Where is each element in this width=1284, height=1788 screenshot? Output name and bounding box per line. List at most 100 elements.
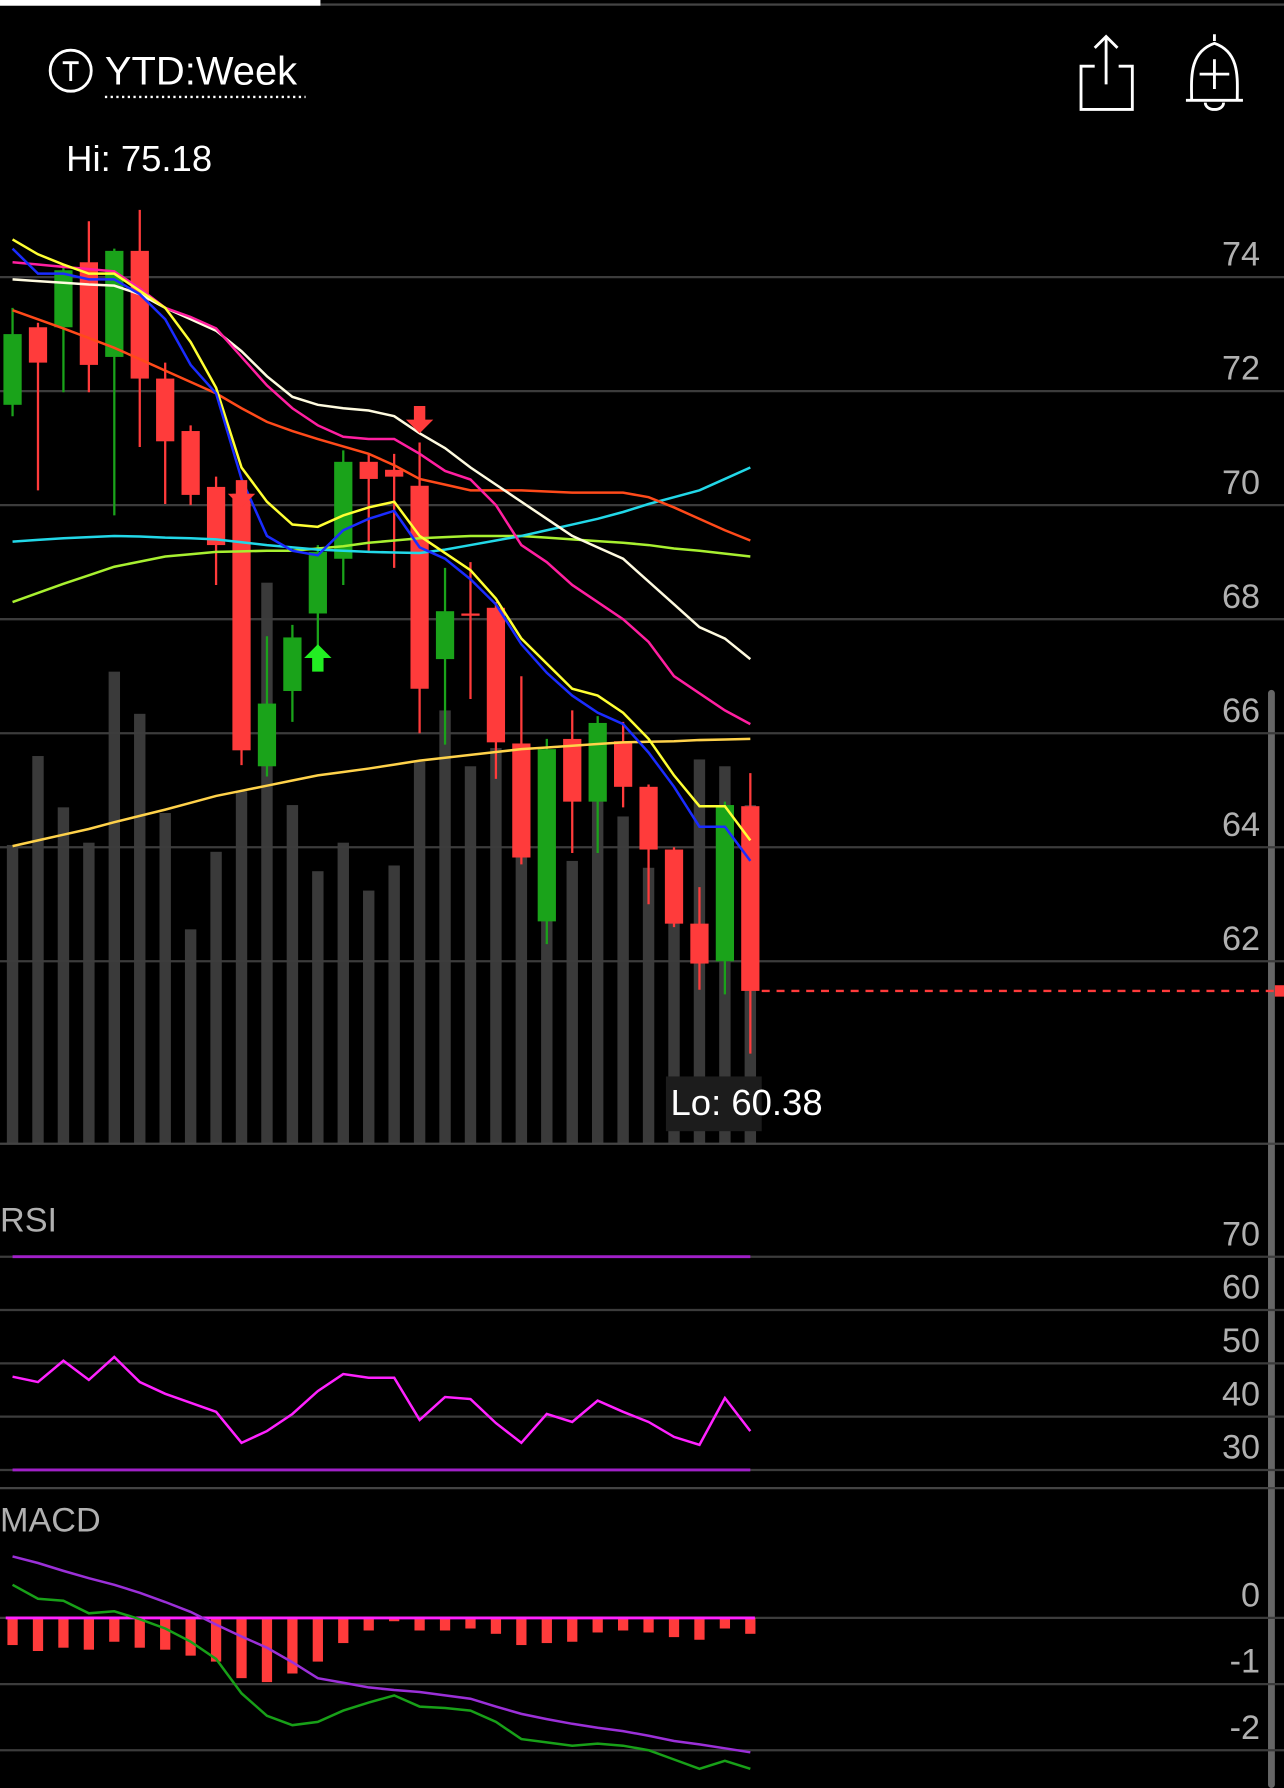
histogram-bar xyxy=(261,1617,273,1683)
progress-bar xyxy=(0,0,321,6)
y-tick-label: 68 xyxy=(1222,578,1260,616)
candle-body xyxy=(741,806,760,991)
ticker-icon-glyph xyxy=(62,61,79,81)
volume-bar xyxy=(490,748,502,1144)
histogram-bar xyxy=(439,1617,451,1631)
share-box xyxy=(1079,64,1134,111)
histogram-bar xyxy=(389,1617,400,1622)
alert-button[interactable] xyxy=(1185,34,1243,111)
y-tick-label: 70 xyxy=(1222,464,1260,502)
histogram-bar xyxy=(185,1617,196,1656)
volume-bar xyxy=(388,865,400,1144)
candle-body xyxy=(461,613,480,616)
histogram-bar xyxy=(414,1617,425,1631)
indicator-line xyxy=(12,737,751,848)
candle-body xyxy=(130,250,149,379)
histogram-bar xyxy=(643,1617,654,1633)
scrollbar xyxy=(1268,689,1275,1788)
volume-bar xyxy=(515,761,528,1144)
histogram-bar xyxy=(617,1617,629,1631)
volume-bar xyxy=(617,816,629,1144)
histogram-bar xyxy=(567,1617,578,1642)
candle-body xyxy=(410,485,429,689)
signal-arrow xyxy=(405,405,434,434)
candle-body xyxy=(639,786,658,850)
indicator-line xyxy=(11,238,752,842)
histogram-bar xyxy=(7,1617,18,1646)
y-tick-label: 64 xyxy=(1222,806,1260,844)
candle-body xyxy=(690,923,709,964)
histogram-bar xyxy=(109,1617,120,1642)
candle-body xyxy=(232,493,251,751)
histogram-bar xyxy=(160,1617,171,1650)
y-tick-label: 74 xyxy=(1222,236,1260,274)
candle-body xyxy=(385,469,404,477)
range-button[interactable]: YTD:Week xyxy=(48,48,306,99)
histogram-bar xyxy=(83,1617,95,1650)
signal-arrow xyxy=(304,644,332,672)
volume-bar xyxy=(566,860,578,1144)
indicator-line xyxy=(12,261,751,726)
y-tick-label: 40 xyxy=(1222,1375,1260,1413)
candle-body xyxy=(308,551,327,614)
range-title: YTD:Week xyxy=(105,49,298,93)
histogram-bar xyxy=(592,1617,603,1633)
histogram-bar xyxy=(668,1617,680,1638)
candle-body xyxy=(614,741,633,787)
ticker-icon xyxy=(48,48,93,93)
y-tick-label: 62 xyxy=(1222,920,1260,958)
histogram-bar xyxy=(134,1617,145,1648)
low-label-bg xyxy=(665,1076,762,1132)
candle-body xyxy=(54,270,73,328)
y-tick-label: 60 xyxy=(1222,1269,1260,1307)
histogram-bar xyxy=(363,1617,374,1631)
candle-body xyxy=(206,486,226,546)
volume-bar xyxy=(668,850,680,1144)
indicator-line xyxy=(11,247,752,862)
volume-bar xyxy=(57,807,70,1144)
candle-body xyxy=(3,334,22,405)
histogram-bar xyxy=(210,1617,222,1662)
high-label: Hi: 75.18 xyxy=(66,138,212,179)
candle-body xyxy=(28,327,48,363)
volume-bar xyxy=(413,761,426,1144)
histogram-bar xyxy=(32,1617,44,1652)
indicator-line xyxy=(12,1555,751,1754)
signal-arrow xyxy=(227,480,256,508)
candle-body xyxy=(537,749,556,922)
histogram-bar xyxy=(745,1617,756,1634)
histogram-bar xyxy=(465,1617,476,1629)
indicator-line xyxy=(12,466,751,555)
y-tick-label: 30 xyxy=(1222,1429,1260,1467)
indicator-line xyxy=(11,1583,751,1771)
indicator-line xyxy=(12,1355,752,1447)
share-button[interactable] xyxy=(1079,34,1134,111)
y-tick-label: 70 xyxy=(1222,1215,1260,1253)
y-tick-label: 66 xyxy=(1222,692,1260,730)
histogram-bar xyxy=(287,1617,298,1674)
volume-bar xyxy=(439,710,451,1144)
plot-area: 62 64 66 68 70 72 74 30 40 50 60 70 -2 -1 0 xyxy=(0,209,1284,1771)
histogram-bar xyxy=(541,1617,552,1644)
indicator-line xyxy=(12,308,751,542)
y-tick-label: 72 xyxy=(1222,350,1260,388)
volume-bar xyxy=(210,851,222,1144)
candle-body xyxy=(664,849,684,924)
y-tick-label: 0 xyxy=(1241,1577,1260,1615)
volume-bar xyxy=(261,582,273,1144)
histogram-bar xyxy=(490,1617,502,1634)
volume-bar xyxy=(642,867,655,1144)
volume-bar xyxy=(541,753,553,1144)
candle-body xyxy=(257,703,277,767)
volume-bar xyxy=(184,929,197,1144)
volume-bar xyxy=(464,766,477,1144)
volume-bar xyxy=(108,671,121,1144)
histogram-bar xyxy=(236,1617,247,1679)
y-tick-label: -2 xyxy=(1230,1709,1260,1747)
volume-bar xyxy=(286,805,299,1144)
low-label: Lo: 60.38 xyxy=(671,1082,823,1123)
